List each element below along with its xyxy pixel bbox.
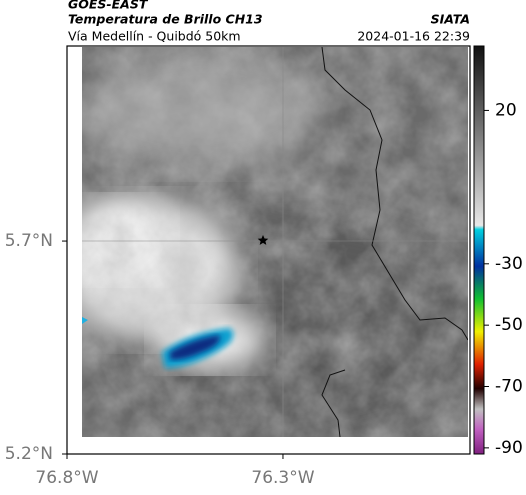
- colorbar: [473, 45, 485, 455]
- y-tick-label: 5.7°N: [5, 231, 53, 251]
- timestamp: 2024-01-16 22:39: [357, 29, 470, 44]
- colorbar-tick-label: -30: [495, 254, 523, 274]
- route: Vía Medellín - Quibdó 50km: [68, 29, 241, 44]
- x-tick-label: 76.3°W: [251, 468, 314, 488]
- source: SIATA: [431, 12, 470, 27]
- y-tick-label: 5.2°N: [5, 444, 53, 464]
- colorbar-tick-label: -50: [495, 315, 523, 335]
- colorbar-tick-label: -70: [495, 377, 523, 397]
- x-tick-label: 76.8°W: [35, 468, 98, 488]
- map-frame: [66, 45, 471, 455]
- colorbar-tick-label: 20: [495, 100, 517, 120]
- satellite-image: [82, 47, 468, 437]
- colorbar-tick-label: -90: [495, 438, 523, 458]
- subtitle: Temperatura de Brillo CH13: [68, 12, 263, 27]
- title: GOES-EAST: [68, 0, 149, 12]
